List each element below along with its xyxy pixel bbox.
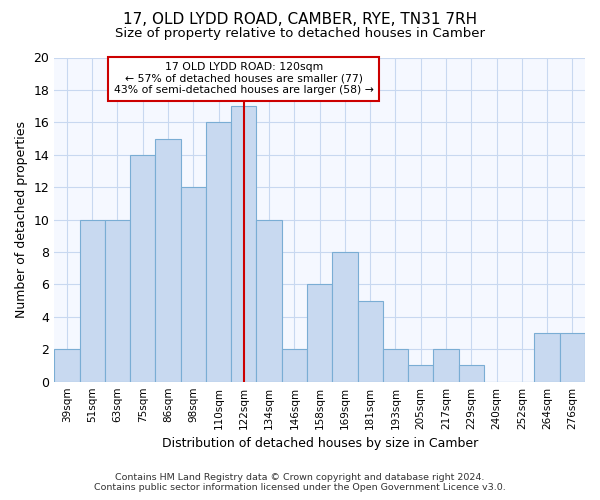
- Bar: [181, 187, 206, 382]
- Bar: [358, 300, 383, 382]
- Bar: [54, 350, 80, 382]
- Bar: [408, 366, 433, 382]
- Bar: [206, 122, 231, 382]
- X-axis label: Distribution of detached houses by size in Camber: Distribution of detached houses by size …: [161, 437, 478, 450]
- Bar: [383, 350, 408, 382]
- Bar: [307, 284, 332, 382]
- Text: Contains HM Land Registry data © Crown copyright and database right 2024.
Contai: Contains HM Land Registry data © Crown c…: [94, 473, 506, 492]
- Y-axis label: Number of detached properties: Number of detached properties: [15, 121, 28, 318]
- Bar: [155, 138, 181, 382]
- Bar: [80, 220, 105, 382]
- Bar: [332, 252, 358, 382]
- Bar: [130, 155, 155, 382]
- Text: 17, OLD LYDD ROAD, CAMBER, RYE, TN31 7RH: 17, OLD LYDD ROAD, CAMBER, RYE, TN31 7RH: [123, 12, 477, 28]
- Text: Size of property relative to detached houses in Camber: Size of property relative to detached ho…: [115, 28, 485, 40]
- Bar: [105, 220, 130, 382]
- Bar: [458, 366, 484, 382]
- Bar: [231, 106, 256, 382]
- Bar: [282, 350, 307, 382]
- Bar: [560, 333, 585, 382]
- Text: 17 OLD LYDD ROAD: 120sqm
← 57% of detached houses are smaller (77)
43% of semi-d: 17 OLD LYDD ROAD: 120sqm ← 57% of detach…: [114, 62, 374, 95]
- Bar: [256, 220, 282, 382]
- Bar: [433, 350, 458, 382]
- Bar: [535, 333, 560, 382]
